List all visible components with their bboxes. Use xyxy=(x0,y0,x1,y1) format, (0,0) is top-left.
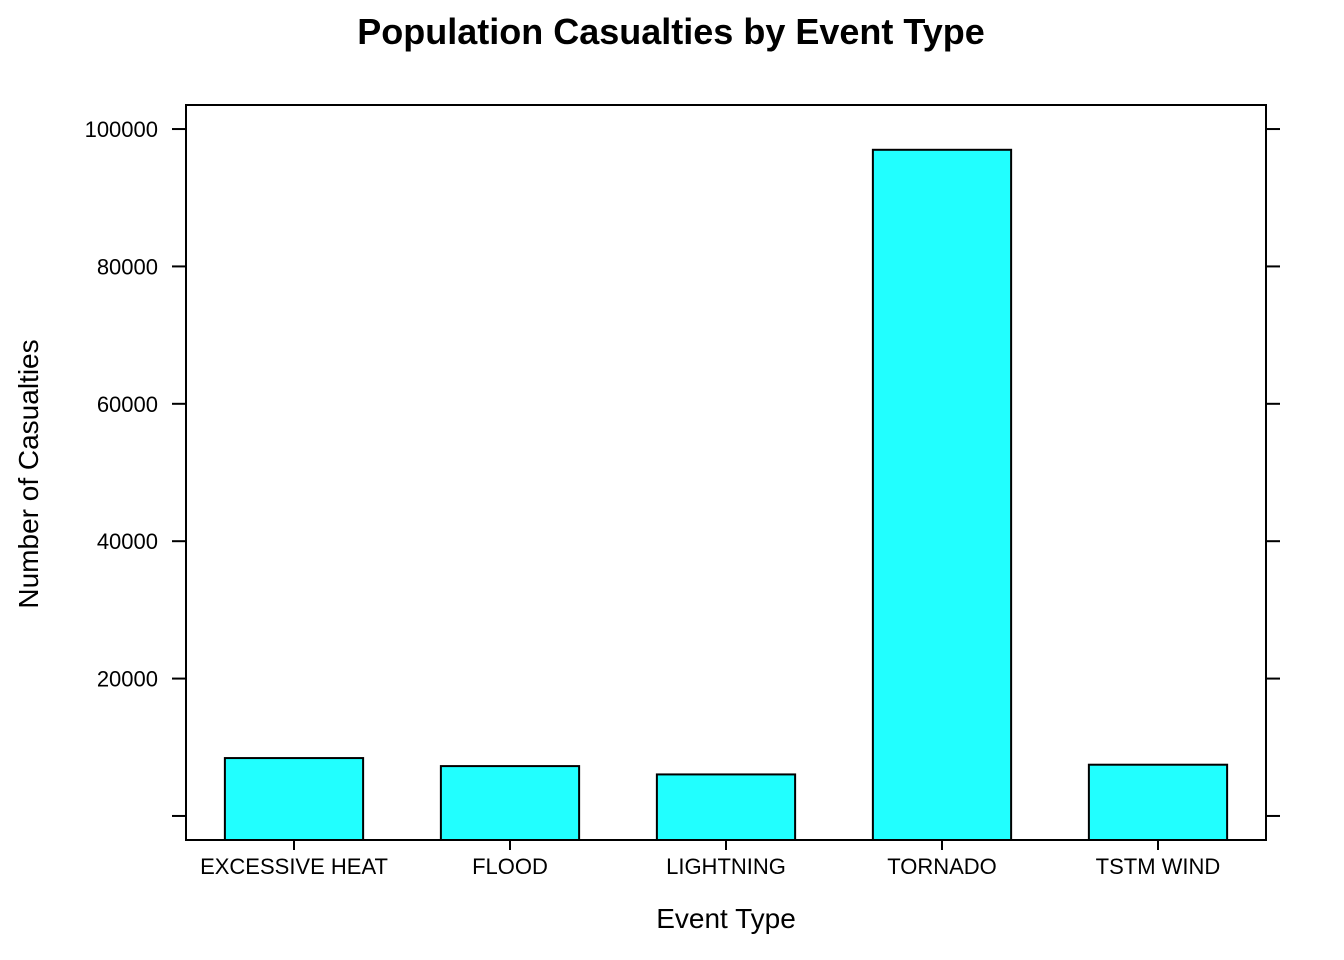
y-tick-label-3: 80000 xyxy=(97,254,158,279)
bar-0 xyxy=(223,757,365,842)
bar-4 xyxy=(1087,763,1229,841)
x-axis-ticks: EXCESSIVE HEAT FLOOD LIGHTNING TORNADO TSTM … xyxy=(200,840,1220,879)
x-tick-label-1: FLOOD xyxy=(472,854,548,879)
y-axis-ticks: 20000 40000 60000 80000 100000 xyxy=(85,117,1280,817)
plot-frame xyxy=(185,104,1267,841)
bars-group xyxy=(223,148,1229,842)
y-tick-label-2: 60000 xyxy=(97,392,158,417)
x-tick-label-0: EXCESSIVE HEAT xyxy=(200,854,388,879)
y-tick-label-4: 100000 xyxy=(85,117,158,142)
x-axis-label: Event Type xyxy=(656,903,796,934)
bar-1 xyxy=(439,765,581,842)
y-tick-label-0: 20000 xyxy=(97,667,158,692)
x-tick-label-4: TSTM WIND xyxy=(1096,854,1221,879)
bar-3 xyxy=(871,148,1013,842)
y-axis-label: Number of Casualties xyxy=(13,339,44,608)
y-tick-label-1: 40000 xyxy=(97,529,158,554)
chart-title: Population Casualties by Event Type xyxy=(357,11,984,52)
x-tick-label-3: TORNADO xyxy=(887,854,997,879)
bar-2 xyxy=(655,773,797,841)
x-tick-label-2: LIGHTNING xyxy=(666,854,786,879)
